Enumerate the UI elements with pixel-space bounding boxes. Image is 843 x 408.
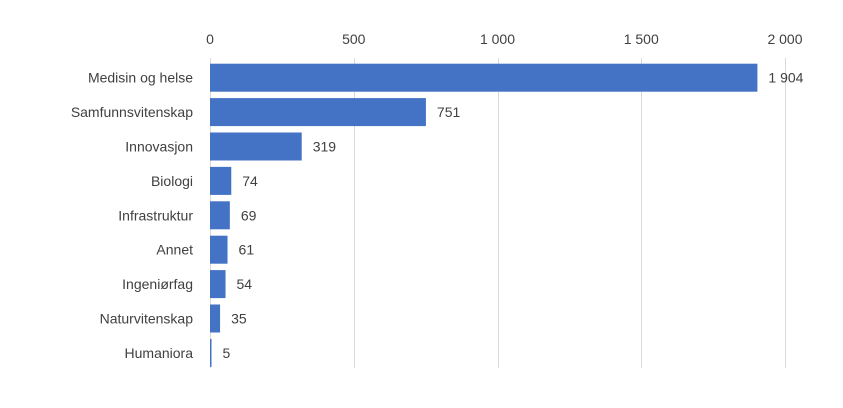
bar [210, 304, 221, 333]
x-tick-label: 500 [342, 31, 366, 47]
bars [210, 63, 758, 367]
data-label: 5 [222, 345, 230, 361]
bar [210, 166, 232, 195]
category-label: Infrastruktur [118, 207, 193, 223]
category-label: Innovasjon [125, 139, 193, 155]
data-label: 61 [239, 242, 255, 258]
bar [210, 338, 212, 367]
data-label: 1 904 [768, 70, 803, 86]
category-label: Samfunnsvitenskap [71, 104, 193, 120]
data-label: 319 [313, 139, 337, 155]
data-label: 69 [241, 207, 257, 223]
bar [210, 235, 228, 264]
bar [210, 270, 226, 299]
data-label: 35 [231, 311, 247, 327]
data-label: 54 [237, 276, 253, 292]
category-labels: Medisin og helse Samfunnsvitenskap Innovas… [71, 70, 194, 361]
category-label: Medisin og helse [88, 70, 193, 86]
x-tick-label: 1 500 [624, 31, 659, 47]
data-label: 74 [242, 173, 258, 189]
category-label: Biologi [151, 173, 193, 189]
x-axis-ticks: 0 500 1 000 1 500 2 000 [206, 31, 803, 47]
category-label: Naturvitenskap [100, 311, 194, 327]
category-label: Annet [156, 242, 193, 258]
data-label: 751 [437, 104, 461, 120]
bar [210, 98, 426, 127]
x-tick-label: 2 000 [767, 31, 802, 47]
bar [210, 63, 758, 92]
category-label: Ingeniørfag [122, 276, 193, 292]
bar [210, 132, 302, 161]
category-label: Humaniora [125, 345, 194, 361]
data-labels: 1 904 751 319 74 69 61 54 35 5 [222, 70, 803, 361]
x-tick-label: 0 [206, 31, 214, 47]
x-tick-label: 1 000 [480, 31, 515, 47]
bar [210, 201, 230, 230]
